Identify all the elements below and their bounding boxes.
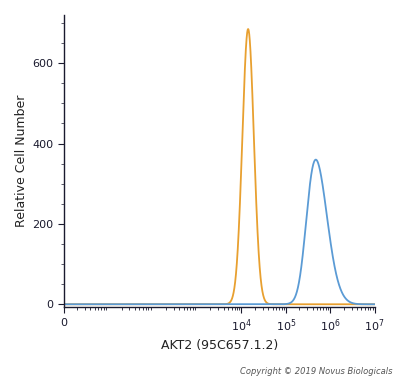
Text: Copyright © 2019 Novus Biologicals: Copyright © 2019 Novus Biologicals — [240, 367, 392, 376]
X-axis label: AKT2 (95C657.1.2): AKT2 (95C657.1.2) — [161, 339, 278, 352]
Y-axis label: Relative Cell Number: Relative Cell Number — [15, 95, 28, 228]
